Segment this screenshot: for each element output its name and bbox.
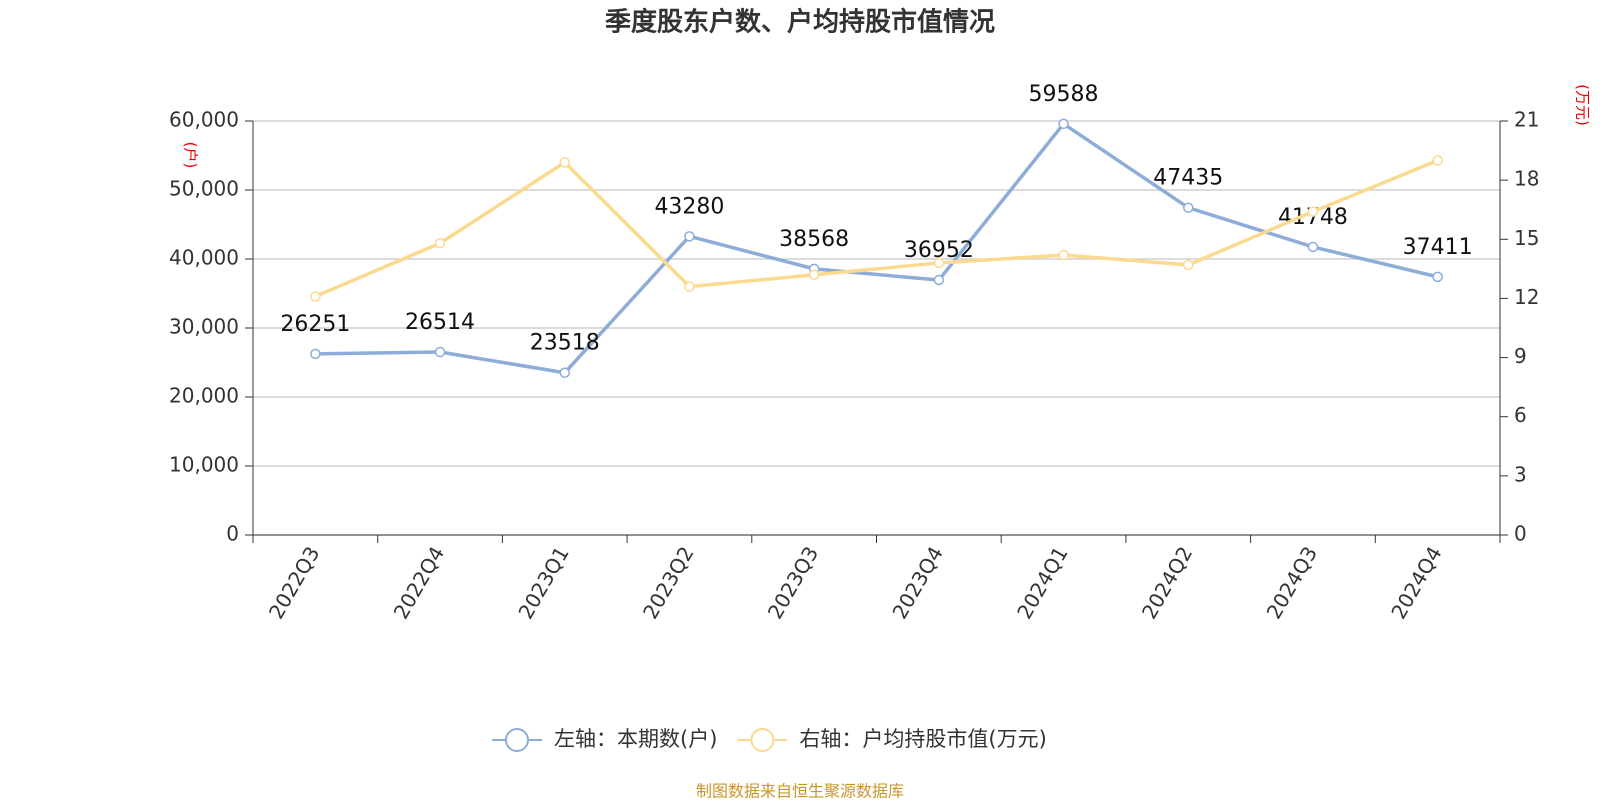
y-tick-label: 20,000	[169, 384, 239, 408]
legend-marker	[750, 728, 775, 752]
legend-marker	[505, 728, 529, 752]
y2-tick-label: 3	[1514, 462, 1527, 486]
point	[434, 237, 446, 249]
y2-tick-label: 18	[1514, 167, 1539, 191]
x-tick-label: 2024Q4	[1386, 542, 1446, 623]
data-label: 37411	[1403, 235, 1473, 260]
x-tick-label: 2023Q2	[638, 542, 698, 623]
data-label: 47435	[1153, 166, 1223, 191]
y-tick-label: 40,000	[169, 246, 239, 270]
point	[684, 281, 695, 292]
point	[310, 348, 321, 360]
point	[1432, 155, 1443, 166]
data-label: 59588	[1029, 82, 1099, 107]
point	[684, 231, 695, 242]
point	[1183, 259, 1194, 271]
y2-tick-label: 9	[1514, 344, 1527, 368]
data-label: 26514	[405, 310, 475, 335]
point	[310, 291, 321, 302]
y2-tick-label: 12	[1514, 285, 1539, 309]
y-unit: (户)	[182, 142, 200, 169]
legend-item: 左轴：本期数(户)	[492, 727, 717, 752]
x-tick-label: 2024Q3	[1262, 542, 1322, 623]
x-tick-label: 2022Q3	[264, 542, 324, 623]
y-tick-label: 50,000	[169, 177, 239, 201]
data-label: 43280	[654, 194, 724, 219]
point	[434, 346, 446, 358]
x-tick-label: 2023Q4	[887, 542, 947, 623]
point	[1432, 271, 1443, 283]
point	[1307, 206, 1319, 217]
source-note: 制图数据来自恒生聚源数据库	[696, 782, 904, 800]
point	[559, 157, 570, 168]
legend-item: 右轴：户均持股市值(万元)	[737, 727, 1047, 752]
point	[1058, 249, 1069, 261]
point	[808, 269, 820, 281]
point	[1307, 241, 1319, 253]
x-tick-label: 2023Q1	[513, 542, 573, 623]
point	[1183, 202, 1194, 213]
series-line	[315, 121, 1439, 375]
point	[1058, 118, 1069, 130]
chart-title: 季度股东户数、户均持股市值情况	[605, 7, 995, 38]
data-label: 26251	[280, 312, 350, 337]
y-tick-label: 30,000	[169, 315, 239, 339]
y2-tick-label: 0	[1514, 522, 1527, 546]
data-label: 38568	[779, 227, 849, 252]
y2-tick-label: 6	[1514, 403, 1527, 427]
point	[559, 367, 570, 378]
series-line	[314, 158, 1439, 299]
x-tick-label: 2023Q3	[763, 542, 823, 623]
x-tick-label: 2024Q2	[1137, 542, 1197, 623]
x-tick-label: 2024Q1	[1012, 542, 1072, 623]
point	[933, 274, 945, 286]
legend-label: 右轴：户均持股市值(万元)	[799, 727, 1046, 751]
y-tick-label: 0	[226, 522, 239, 546]
y-tick-label: 10,000	[169, 453, 239, 477]
x-tick-label: 2022Q4	[389, 542, 449, 623]
point	[933, 257, 945, 269]
y2-tick-label: 21	[1514, 108, 1539, 132]
y2-unit: (万元)	[1574, 84, 1592, 126]
data-label: 23518	[530, 331, 600, 356]
legend-label: 左轴：本期数(户)	[554, 727, 717, 751]
y2-tick-label: 15	[1514, 226, 1539, 250]
y-tick-label: 60,000	[169, 108, 239, 132]
